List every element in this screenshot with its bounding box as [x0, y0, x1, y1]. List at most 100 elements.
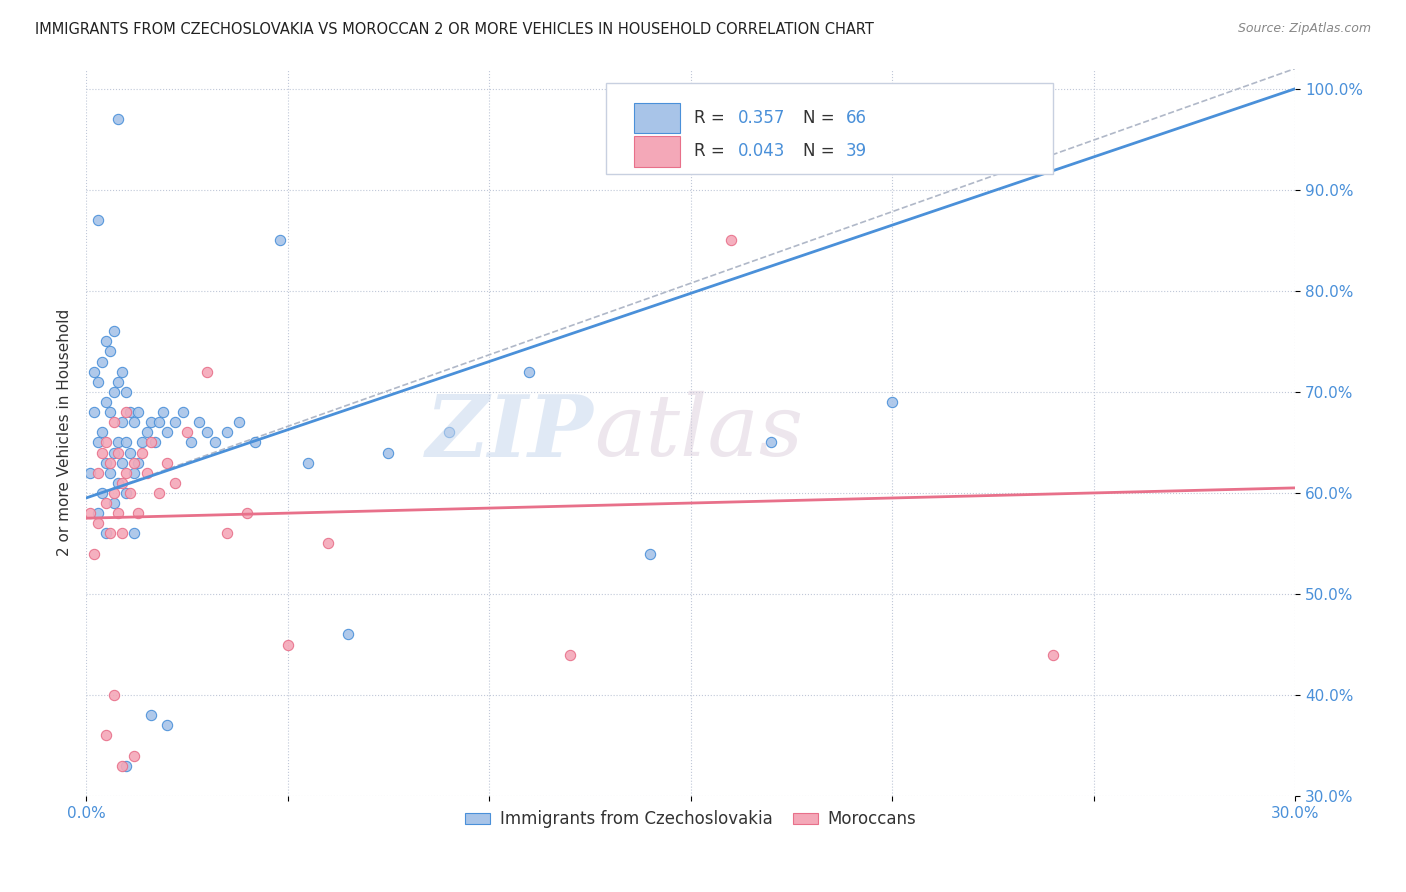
Point	[96, 395, 118, 409]
Point	[115, 758, 138, 772]
Point	[127, 506, 149, 520]
Text: 66: 66	[845, 109, 866, 127]
Point	[172, 405, 194, 419]
Point	[1042, 648, 1064, 662]
Point	[103, 486, 125, 500]
Point	[115, 466, 138, 480]
Point	[124, 466, 146, 480]
Point	[115, 486, 138, 500]
Point	[96, 496, 118, 510]
Point	[91, 425, 114, 440]
Point	[87, 435, 110, 450]
Point	[98, 405, 121, 419]
Point	[98, 456, 121, 470]
Point	[143, 435, 166, 450]
Point	[83, 405, 105, 419]
Point	[640, 547, 662, 561]
Point	[131, 435, 153, 450]
Point	[115, 405, 138, 419]
Point	[111, 415, 134, 429]
Text: atlas: atlas	[593, 391, 803, 474]
Point	[124, 526, 146, 541]
Point	[156, 425, 179, 440]
Point	[107, 375, 129, 389]
Text: 0.357: 0.357	[738, 109, 785, 127]
Point	[98, 344, 121, 359]
Point	[107, 506, 129, 520]
Point	[156, 718, 179, 732]
Point	[96, 526, 118, 541]
Point	[882, 395, 904, 409]
Point	[269, 233, 291, 247]
Point	[377, 445, 399, 459]
Point	[139, 415, 162, 429]
Text: 0.043: 0.043	[738, 143, 785, 161]
Point	[135, 466, 157, 480]
Point	[96, 456, 118, 470]
Point	[131, 445, 153, 459]
Point	[91, 445, 114, 459]
Point	[337, 627, 360, 641]
Point	[103, 445, 125, 459]
Point	[519, 365, 541, 379]
Point	[87, 506, 110, 520]
Point	[115, 435, 138, 450]
Point	[98, 466, 121, 480]
FancyBboxPatch shape	[606, 83, 1053, 174]
Point	[437, 425, 460, 440]
Text: R =: R =	[695, 109, 730, 127]
Point	[217, 526, 239, 541]
Text: Source: ZipAtlas.com: Source: ZipAtlas.com	[1237, 22, 1371, 36]
Text: 39: 39	[845, 143, 866, 161]
Point	[91, 354, 114, 368]
Point	[107, 475, 129, 490]
Point	[79, 506, 101, 520]
Point	[135, 425, 157, 440]
Point	[103, 384, 125, 399]
Point	[761, 435, 783, 450]
Point	[83, 365, 105, 379]
Point	[111, 456, 134, 470]
Point	[111, 758, 134, 772]
Point	[96, 435, 118, 450]
Point	[120, 405, 142, 419]
Point	[245, 435, 267, 450]
FancyBboxPatch shape	[634, 103, 679, 133]
Point	[111, 365, 134, 379]
Point	[163, 415, 186, 429]
Point	[277, 638, 299, 652]
Point	[156, 456, 179, 470]
Point	[228, 415, 250, 429]
Point	[103, 688, 125, 702]
Point	[127, 405, 149, 419]
Text: IMMIGRANTS FROM CZECHOSLOVAKIA VS MOROCCAN 2 OR MORE VEHICLES IN HOUSEHOLD CORRE: IMMIGRANTS FROM CZECHOSLOVAKIA VS MOROCC…	[35, 22, 875, 37]
Point	[83, 547, 105, 561]
Point	[720, 233, 742, 247]
Text: N =: N =	[803, 109, 839, 127]
Text: R =: R =	[695, 143, 730, 161]
Point	[204, 435, 226, 450]
Point	[236, 506, 259, 520]
Point	[152, 405, 174, 419]
Point	[107, 112, 129, 126]
Point	[124, 456, 146, 470]
Point	[115, 384, 138, 399]
Point	[124, 748, 146, 763]
Point	[297, 456, 319, 470]
Point	[111, 475, 134, 490]
Point	[103, 415, 125, 429]
Point	[120, 486, 142, 500]
Point	[98, 526, 121, 541]
Point	[195, 425, 218, 440]
Point	[316, 536, 339, 550]
Point	[107, 445, 129, 459]
Point	[176, 425, 198, 440]
FancyBboxPatch shape	[634, 136, 679, 167]
Point	[139, 708, 162, 723]
Point	[87, 375, 110, 389]
Legend: Immigrants from Czechoslovakia, Moroccans: Immigrants from Czechoslovakia, Moroccan…	[458, 804, 922, 835]
Point	[103, 496, 125, 510]
Point	[163, 475, 186, 490]
Point	[127, 456, 149, 470]
Point	[111, 526, 134, 541]
